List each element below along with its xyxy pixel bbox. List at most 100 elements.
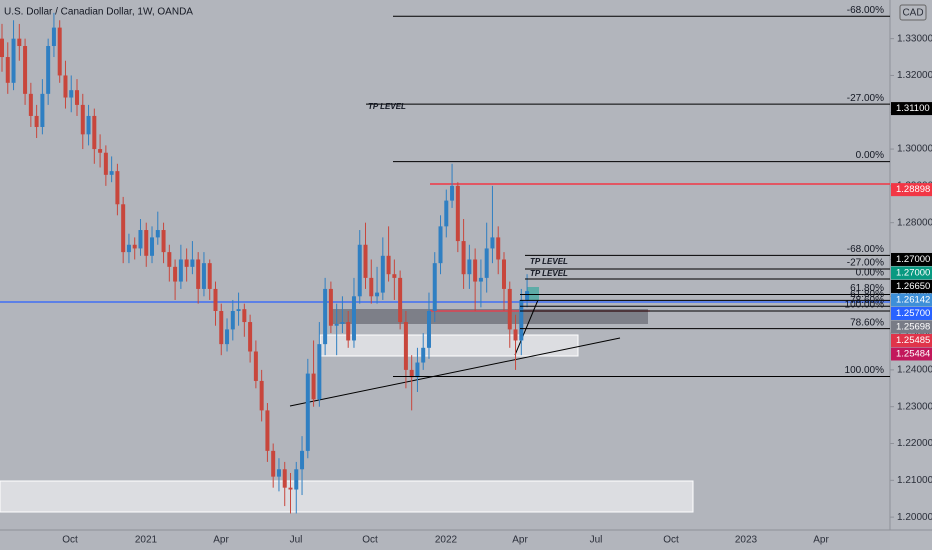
price-badge-label: 1.31100 bbox=[896, 103, 930, 114]
candle-body bbox=[507, 288, 512, 330]
price-badge bbox=[891, 333, 932, 347]
candle-body bbox=[421, 347, 426, 363]
candle-body bbox=[0, 38, 4, 58]
trend-line bbox=[289, 337, 621, 407]
fib-label: 100.00% bbox=[845, 365, 885, 376]
candle-body bbox=[490, 237, 495, 249]
price-badge bbox=[891, 279, 932, 293]
price-badge-label: 1.26650 bbox=[896, 281, 930, 292]
demand-zone bbox=[0, 480, 694, 513]
candle-body bbox=[178, 259, 183, 282]
x-tick-label: 2022 bbox=[435, 535, 458, 546]
candle-body bbox=[23, 46, 28, 94]
price-badge-label: 1.26142 bbox=[896, 294, 930, 305]
y-tick-label: 1.33000 bbox=[897, 33, 932, 44]
candle-body bbox=[311, 373, 316, 400]
candle-body bbox=[265, 410, 270, 451]
price-badge bbox=[891, 293, 932, 307]
candle-body bbox=[403, 322, 408, 370]
candle-body bbox=[132, 244, 137, 249]
x-tick-label: Oct bbox=[62, 535, 78, 546]
x-tick-label: 2021 bbox=[135, 535, 158, 546]
candle-body bbox=[225, 329, 230, 345]
fib-label: -68.00% bbox=[847, 5, 884, 16]
candle-body bbox=[294, 469, 299, 490]
candle-body bbox=[351, 296, 356, 341]
candle-body bbox=[386, 255, 391, 275]
candle-body bbox=[525, 291, 530, 300]
candle-body bbox=[328, 288, 333, 326]
price-badge bbox=[891, 306, 932, 320]
candle-body bbox=[380, 255, 385, 293]
fib-label: -27.00% bbox=[847, 258, 884, 269]
x-tick-label: Apr bbox=[512, 535, 528, 546]
candle-body bbox=[409, 369, 414, 378]
x-tick-label: Oct bbox=[362, 535, 378, 546]
candle-body bbox=[519, 299, 524, 341]
candle-body bbox=[115, 171, 120, 205]
fib-label: 61.80% bbox=[850, 289, 884, 300]
y-tick-label: 1.30000 bbox=[897, 144, 932, 155]
candle-body bbox=[323, 288, 328, 345]
tp-label: TP LEVEL bbox=[530, 257, 568, 266]
candle-body bbox=[455, 185, 460, 242]
candle-body bbox=[363, 244, 368, 278]
candle-body bbox=[369, 277, 374, 297]
y-tick-label: 1.23000 bbox=[897, 401, 932, 412]
plot-area bbox=[0, 0, 890, 530]
y-tick-label: 1.20000 bbox=[897, 512, 932, 523]
candle-body bbox=[357, 244, 362, 297]
candle-body bbox=[496, 237, 501, 260]
candle-body bbox=[467, 259, 472, 275]
candle-body bbox=[109, 171, 114, 175]
demand-zone bbox=[319, 334, 579, 357]
candle-body bbox=[46, 46, 51, 94]
candle-body bbox=[478, 277, 483, 282]
tp-label: TP LEVEL bbox=[368, 102, 406, 111]
candle-body bbox=[201, 263, 206, 289]
candle-body bbox=[473, 259, 478, 282]
candle-body bbox=[501, 259, 506, 289]
fib-label: 78.60% bbox=[850, 317, 884, 328]
price-badge bbox=[891, 320, 932, 334]
candle-body bbox=[513, 329, 518, 341]
y-tick-label: 1.32000 bbox=[897, 70, 932, 81]
candle-body bbox=[51, 27, 56, 47]
candle-body bbox=[28, 93, 33, 116]
trend-line bbox=[514, 299, 539, 356]
candle-body bbox=[346, 322, 351, 341]
candle-body bbox=[450, 185, 455, 201]
candle-body bbox=[305, 373, 310, 451]
chart-title: U.S. Dollar / Canadian Dollar, 1W, OANDA bbox=[4, 7, 193, 18]
price-badge-label: 1.28898 bbox=[896, 184, 930, 195]
candle-body bbox=[300, 450, 305, 470]
candle-body bbox=[461, 241, 466, 275]
candle-body bbox=[196, 259, 201, 289]
candle-body bbox=[40, 93, 45, 127]
candle-body bbox=[80, 104, 85, 135]
candle-body bbox=[75, 90, 80, 105]
candle-body bbox=[69, 90, 74, 98]
tp-label: TP LEVEL bbox=[530, 269, 568, 278]
candle-body bbox=[426, 311, 431, 348]
candle-body bbox=[340, 322, 345, 324]
candle-body bbox=[144, 230, 149, 256]
candle-body bbox=[438, 226, 443, 264]
candle-body bbox=[34, 115, 39, 127]
candle-body bbox=[57, 27, 62, 76]
price-badge bbox=[891, 102, 932, 116]
y-tick-label: 1.22000 bbox=[897, 438, 932, 449]
fib-label: -27.00% bbox=[847, 93, 884, 104]
candle-body bbox=[126, 244, 131, 253]
fib-label: 100.00% bbox=[845, 300, 885, 311]
x-tick-label: Jul bbox=[290, 535, 303, 546]
candle-body bbox=[11, 38, 16, 83]
currency: CAD bbox=[902, 8, 923, 19]
fib-label: -68.00% bbox=[847, 244, 884, 255]
candle-body bbox=[161, 230, 166, 253]
fib-label: 61.80% bbox=[850, 283, 884, 294]
candle-body bbox=[248, 322, 253, 352]
candle-body bbox=[207, 263, 212, 289]
x-tick-label: Jul bbox=[590, 535, 603, 546]
